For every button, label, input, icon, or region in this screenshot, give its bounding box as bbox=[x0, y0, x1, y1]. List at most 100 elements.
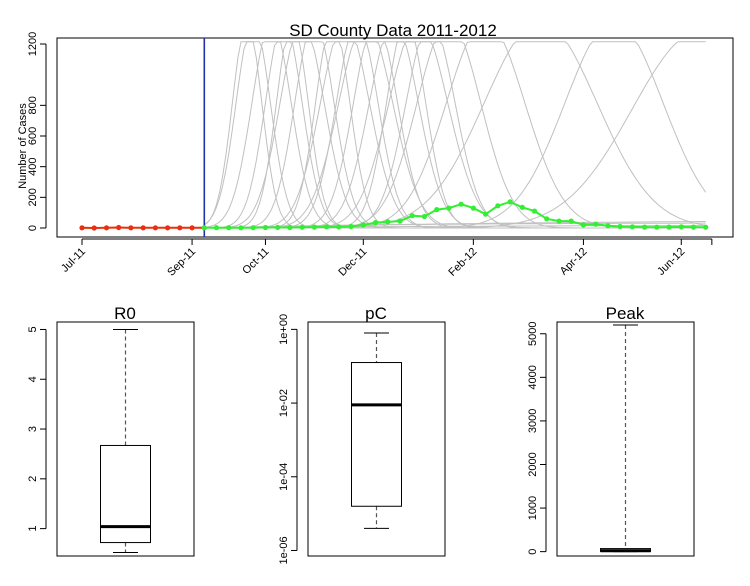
box-y-tick-label: 4000 bbox=[527, 365, 539, 389]
plot-frame bbox=[56, 37, 734, 238]
x-tick-label: Dec-11 bbox=[336, 246, 369, 279]
fitted-point bbox=[409, 213, 415, 219]
box-y-tick-label: 5000 bbox=[527, 322, 539, 346]
simulation-lines bbox=[203, 41, 707, 229]
observed-point bbox=[165, 225, 171, 231]
fitted-point bbox=[213, 225, 220, 231]
fitted-series bbox=[201, 199, 709, 231]
fitted-point bbox=[519, 204, 525, 210]
boxplot-pc: pC 1e+00 1e-02 1e-04 1e-06 bbox=[278, 304, 446, 565]
y-axis: 0 200 400 600 800 1200 bbox=[27, 32, 47, 231]
fitted-point bbox=[544, 216, 550, 222]
fitted-point bbox=[348, 223, 354, 230]
box-y-tick-label: 1e-04 bbox=[278, 463, 290, 491]
observed-point bbox=[189, 225, 195, 231]
fitted-point bbox=[262, 224, 269, 231]
fitted-point bbox=[299, 224, 305, 230]
box-y-tick-label: 1e-06 bbox=[278, 536, 290, 564]
fitted-point bbox=[678, 224, 684, 230]
boxplot-peak: Peak 0 1000 2000 3000 4000 5000 bbox=[527, 304, 695, 557]
fitted-point bbox=[654, 224, 660, 230]
y-tick-label: 600 bbox=[27, 127, 39, 145]
box-y-tick-label: 1000 bbox=[527, 496, 539, 520]
box-y-tick-label: 3 bbox=[27, 426, 39, 432]
fitted-point bbox=[360, 222, 366, 228]
y-tick-label: 200 bbox=[27, 188, 39, 206]
fitted-point bbox=[483, 211, 489, 217]
fitted-point bbox=[336, 224, 342, 230]
fitted-point bbox=[397, 218, 403, 224]
x-tick-label: Apr-12 bbox=[558, 246, 590, 278]
x-tick-label: Jul-11 bbox=[59, 246, 88, 275]
fitted-point bbox=[703, 224, 709, 230]
fitted-point bbox=[690, 224, 697, 230]
fitted-point bbox=[250, 225, 256, 231]
fitted-point bbox=[372, 220, 379, 226]
y-tick-label: 0 bbox=[27, 225, 39, 231]
fitted-point bbox=[593, 221, 599, 227]
fitted-point bbox=[201, 225, 207, 231]
y-axis-label: Number of Cases bbox=[17, 103, 29, 189]
observed-series bbox=[79, 224, 207, 231]
fitted-point bbox=[421, 213, 427, 220]
box-y-tick-label: 1e+00 bbox=[278, 314, 290, 345]
box-title: R0 bbox=[114, 304, 136, 323]
fitted-point bbox=[324, 224, 330, 230]
fitted-point bbox=[568, 218, 574, 224]
box-title: pC bbox=[365, 304, 387, 323]
timeseries-panel: 0 200 400 600 800 1200 Jul-11 Sep-11 Oct-11 Dec-… bbox=[17, 21, 734, 279]
fitted-point bbox=[580, 222, 587, 228]
fitted-point bbox=[495, 203, 501, 209]
fitted-point bbox=[226, 225, 232, 231]
y-tick-label: 400 bbox=[27, 157, 39, 175]
fitted-point bbox=[507, 199, 513, 205]
fitted-point bbox=[311, 224, 317, 230]
fitted-point bbox=[617, 223, 623, 230]
x-tick-label: Sep-11 bbox=[165, 246, 198, 279]
box-iqr bbox=[100, 444, 151, 544]
fitted-point bbox=[642, 224, 648, 230]
box-frame bbox=[556, 321, 695, 557]
fitted-point bbox=[275, 224, 281, 230]
observed-point bbox=[116, 224, 122, 231]
box-y-tick-label: 1e-02 bbox=[278, 389, 290, 417]
observed-point bbox=[91, 225, 97, 231]
box-frame bbox=[56, 321, 195, 557]
box-iqr bbox=[351, 362, 402, 507]
box-y-tick-label: 1 bbox=[27, 526, 39, 532]
box-y-tick-label: 4 bbox=[27, 376, 39, 382]
fitted-point bbox=[287, 224, 293, 231]
observed-point bbox=[103, 225, 110, 231]
fitted-point bbox=[531, 208, 538, 214]
x-tick-label: Oct-11 bbox=[240, 246, 271, 277]
observed-point bbox=[128, 225, 134, 231]
x-axis: Jul-11 Sep-11 Oct-11 Dec-11 Feb-12 Apr-12 Jun-… bbox=[59, 238, 713, 279]
fitted-point bbox=[238, 225, 244, 231]
fitted-point bbox=[470, 205, 476, 211]
box-y-tick-label: 5 bbox=[27, 326, 39, 332]
observed-point bbox=[79, 225, 85, 231]
box-y-tick-label: 2000 bbox=[527, 452, 539, 476]
fitted-point bbox=[446, 205, 452, 211]
fitted-point bbox=[629, 224, 636, 230]
chart-title: SD County Data 2011-2012 bbox=[289, 21, 497, 40]
box-frame bbox=[307, 321, 446, 557]
box-y-tick-label: 3000 bbox=[527, 409, 539, 433]
y-tick-label: 1200 bbox=[27, 32, 39, 56]
simulation-line bbox=[204, 41, 706, 229]
box-y-tick-label: 2 bbox=[27, 476, 39, 482]
y-tick-label: 800 bbox=[27, 96, 39, 114]
observed-point bbox=[140, 225, 146, 231]
x-tick-label: Jun-12 bbox=[655, 246, 687, 278]
fitted-point bbox=[666, 224, 672, 230]
boxplot-r0: R0 1 2 3 4 5 bbox=[27, 304, 195, 557]
fitted-point bbox=[385, 219, 391, 225]
fitted-point bbox=[556, 218, 562, 224]
box-y-tick-label: 0 bbox=[527, 549, 539, 555]
box-title: Peak bbox=[606, 304, 645, 323]
x-tick-label: Feb-12 bbox=[446, 246, 479, 279]
fitted-point bbox=[434, 207, 440, 213]
fitted-point bbox=[605, 223, 611, 229]
fitted-point bbox=[458, 201, 464, 207]
